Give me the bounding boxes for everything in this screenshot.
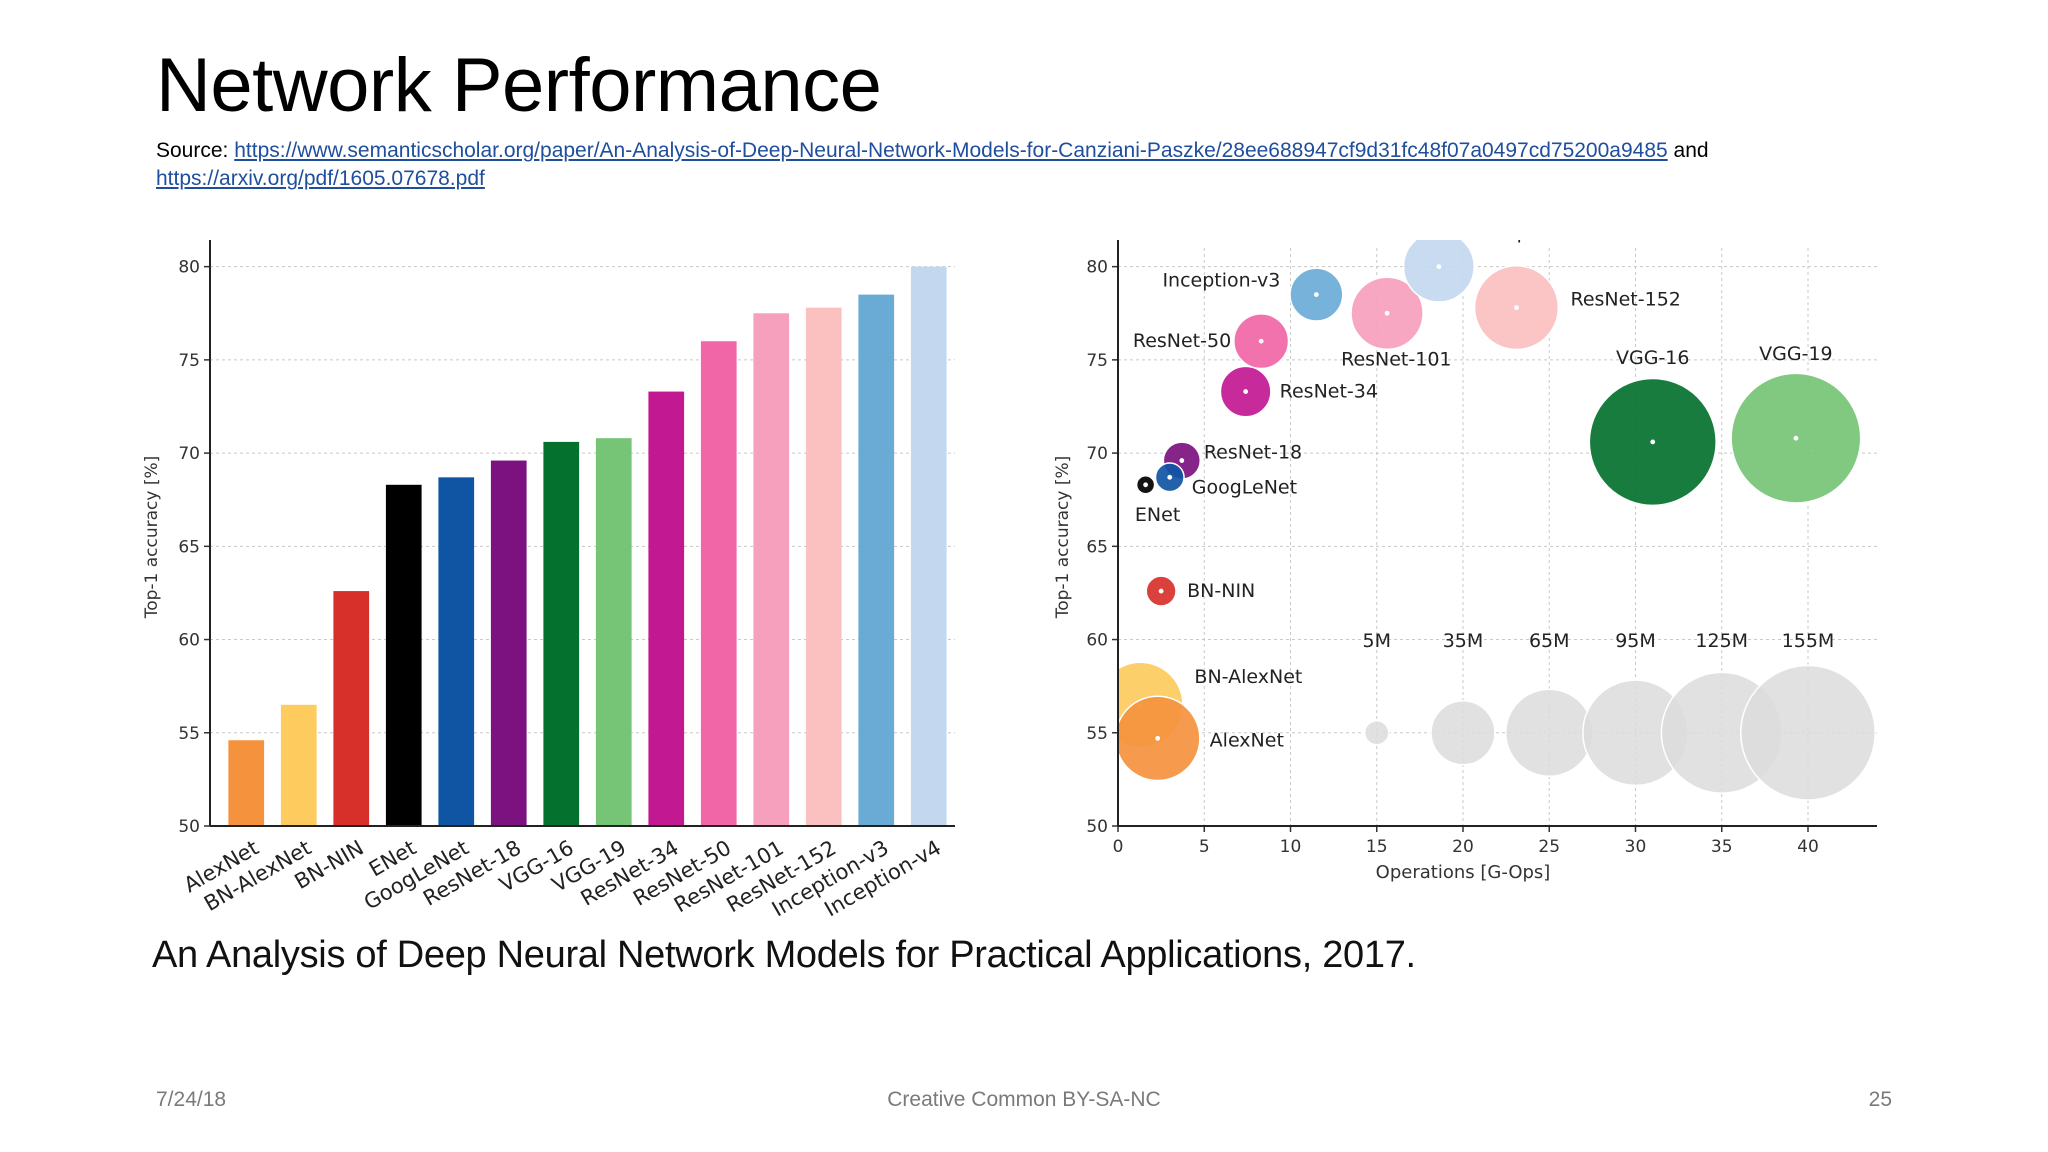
- bar-y-tick-label: 80: [178, 258, 200, 278]
- figure-caption: An Analysis of Deep Neural Network Model…: [152, 934, 1416, 976]
- bubble-x-tick-label: 30: [1625, 837, 1647, 857]
- bar-inception-v4: [910, 266, 947, 827]
- footer-license: Creative Common BY-SA-NC: [887, 1088, 1161, 1111]
- bar-googlenet: [438, 477, 475, 826]
- bar-bn-alexnet: [280, 704, 317, 826]
- bubble-y-tick-label: 55: [1086, 724, 1108, 744]
- size-legend-label: 95M: [1615, 630, 1656, 652]
- bubble-center-dot: [1179, 458, 1185, 463]
- bubble-label-resnet-50: ResNet-50: [1133, 330, 1231, 352]
- bubble-y-axis-label: Top-1 accuracy [%]: [1053, 456, 1073, 620]
- source-joiner: and: [1667, 139, 1709, 162]
- bar-y-tick-label: 75: [178, 351, 200, 371]
- bar-chart: 50556065707580AlexNetBN-AlexNetBN-NINENe…: [142, 240, 955, 921]
- bubble-x-tick-label: 40: [1797, 837, 1819, 857]
- semantic-scholar-link[interactable]: https://www.semanticscholar.org/paper/An…: [234, 139, 1668, 162]
- bubble-chart: 50 55 60 65 70 75 80 0 5 10 15 20 25 30 35 40 5M 35M 65M 95…: [1053, 240, 1877, 883]
- bar-vgg-16: [543, 441, 580, 826]
- bar-y-axis-label: Top-1 accuracy [%]: [142, 456, 162, 620]
- bubble-label-bn-alexnet: BN-AlexNet: [1194, 666, 1302, 688]
- bubble-x-tick-label: 25: [1538, 837, 1560, 857]
- bubble-y-tick-label: 75: [1086, 351, 1108, 371]
- bubble-label-googlenet: GoogLeNet: [1192, 476, 1297, 498]
- bubble-y-tick-label: 80: [1086, 258, 1108, 278]
- bubble-y-tick-label: 60: [1086, 631, 1108, 651]
- bubble-center-dot: [1650, 439, 1656, 445]
- size-legend-label: 5M: [1363, 630, 1391, 652]
- bubble-center-dot: [1143, 482, 1148, 488]
- bubble-center-dot: [1258, 338, 1264, 344]
- size-legend-bubble: [1740, 664, 1876, 801]
- arxiv-link[interactable]: https://arxiv.org/pdf/1605.07678.pdf: [156, 167, 485, 190]
- bar-resnet-18: [490, 460, 527, 826]
- bubble-center-dot: [1514, 305, 1519, 311]
- size-legend-label: 65M: [1529, 630, 1570, 652]
- footer-page-number: 25: [1868, 1088, 1892, 1111]
- bubble-center-dot: [1167, 474, 1173, 480]
- bubble-label-resnet-101: ResNet-101: [1341, 348, 1451, 370]
- size-legend-bubble: [1504, 688, 1594, 778]
- bar-bn-nin: [333, 591, 370, 826]
- bubble-label-vgg-19: VGG-19: [1759, 343, 1832, 365]
- bubble-center-dot: [1313, 292, 1319, 298]
- size-legend-bubble: [1363, 719, 1390, 746]
- bubble-label-resnet-152: ResNet-152: [1570, 289, 1680, 311]
- bubble-x-tick-label: 15: [1366, 837, 1388, 857]
- bar-inception-v3: [858, 294, 895, 826]
- bubble-x-tick-label: 35: [1711, 837, 1733, 857]
- bubble-label-resnet-34: ResNet-34: [1280, 381, 1378, 403]
- size-legend-label: 35M: [1443, 630, 1484, 652]
- bar-resnet-34: [648, 391, 685, 826]
- bubble-center-dot: [1243, 389, 1249, 394]
- bubble-y-tick-label: 65: [1086, 537, 1108, 557]
- bubble-center-dot: [1158, 588, 1164, 594]
- bubble-center-dot: [1384, 310, 1390, 316]
- source-prefix: Source:: [156, 139, 235, 162]
- bar-y-tick-label: 55: [178, 724, 200, 744]
- bar-alexnet: [228, 740, 265, 826]
- bubble-x-tick-label: 10: [1280, 837, 1302, 857]
- bubble-x-tick-label: 5: [1199, 837, 1210, 857]
- bar-enet: [385, 484, 422, 826]
- bubble-y-tick-label: 50: [1086, 817, 1108, 837]
- bar-y-tick-label: 70: [178, 444, 200, 464]
- bar-resnet-50: [700, 341, 737, 826]
- figure: 50556065707580AlexNetBN-AlexNetBN-NINENe…: [142, 240, 1877, 921]
- bar-resnet-152: [805, 307, 842, 826]
- bubble-x-tick-label: 0: [1113, 837, 1124, 857]
- bubble-label-inception-v4: Inception-v4: [1477, 240, 1595, 244]
- bubble-center-dot: [1155, 735, 1161, 741]
- source-citation: Source: https://www.semanticscholar.org/…: [156, 137, 1916, 193]
- bubble-label-inception-v3: Inception-v3: [1162, 270, 1280, 292]
- bubble-label-alexnet: AlexNet: [1210, 729, 1284, 751]
- slide-title: Network Performance: [156, 43, 882, 128]
- size-legend-bubble: [1430, 700, 1496, 766]
- bar-vgg-19: [595, 438, 632, 826]
- bar-resnet-101: [753, 313, 790, 826]
- bubble-inception-v4: [1402, 240, 1475, 303]
- footer-date: 7/24/18: [156, 1088, 227, 1111]
- bubble-x-tick-label: 20: [1452, 837, 1474, 857]
- bubble-label-bn-nin: BN-NIN: [1187, 580, 1255, 602]
- bar-y-tick-label: 60: [178, 631, 200, 651]
- bubble-x-axis-label: Operations [G-Ops]: [1376, 862, 1551, 883]
- size-legend-label: 155M: [1782, 630, 1835, 652]
- size-legend-label: 125M: [1695, 630, 1748, 652]
- bubble-label-resnet-18: ResNet-18: [1204, 442, 1302, 464]
- bubble-label-vgg-16: VGG-16: [1616, 347, 1689, 369]
- bubble-label-enet: ENet: [1135, 504, 1180, 526]
- bubble-center-dot: [1793, 435, 1799, 441]
- bar-y-tick-label: 65: [178, 537, 200, 557]
- bar-y-tick-label: 50: [178, 817, 200, 837]
- bubble-y-tick-label: 70: [1086, 444, 1108, 464]
- bubble-center-dot: [1436, 264, 1442, 270]
